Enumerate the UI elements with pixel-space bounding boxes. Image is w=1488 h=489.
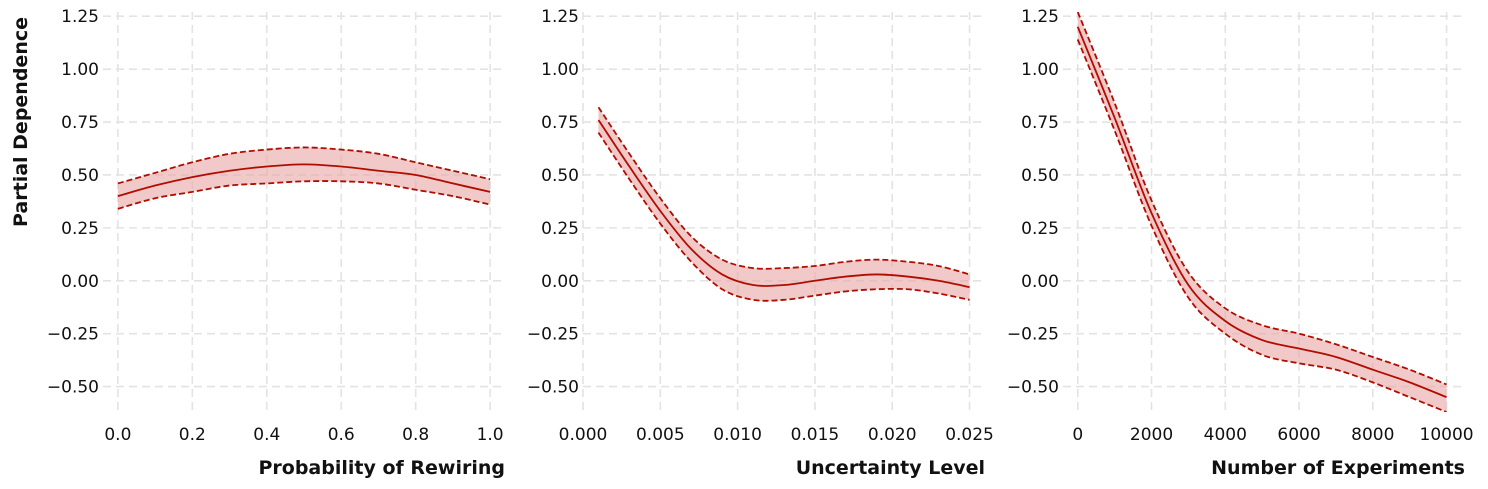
y-tick-label: 0.50 <box>61 166 99 186</box>
x-tick-label: 6000 <box>1277 425 1320 445</box>
mean-line <box>597 119 970 289</box>
y-tick-label: 0.00 <box>1021 272 1059 292</box>
panel-experiments: 0 2000 4000 6000 8000 10000 −0.50 −0.25 0.00 0.25… <box>1007 7 1474 479</box>
y-tick-label: 0.00 <box>61 272 99 292</box>
confidence-band <box>1077 12 1447 412</box>
mean-line <box>1076 26 1447 399</box>
x-tick-label: 0.000 <box>559 425 608 445</box>
y-tick-label: 0.50 <box>1021 166 1059 186</box>
x-tick-label: 0.8 <box>402 425 429 445</box>
upper-bound-line <box>597 106 970 276</box>
x-tick-label: 0.2 <box>179 425 206 445</box>
x-tick-label: 0.015 <box>791 425 840 445</box>
y-tick-label: 0.25 <box>1021 219 1059 239</box>
panel-uncertainty: 0.000 0.005 0.010 0.015 0.020 0.025 −0.50 −0.25… <box>527 7 994 479</box>
y-tick-label: −0.25 <box>527 325 579 345</box>
y-tick-label: 0.75 <box>541 113 579 133</box>
y-tick-label: 0.50 <box>541 166 579 186</box>
y-tick-label: 1.00 <box>61 60 99 80</box>
upper-bound-line <box>117 146 491 185</box>
y-tick-label: −0.50 <box>47 378 99 398</box>
x-tick-label: 4000 <box>1204 425 1247 445</box>
y-tick-label: 0.75 <box>1021 113 1059 133</box>
x-tick-label: 0.020 <box>868 425 917 445</box>
y-tick-label: −0.25 <box>47 325 99 345</box>
x-tick-label: 8000 <box>1351 425 1394 445</box>
x-tick-label: 0.025 <box>945 425 994 445</box>
y-tick-label: 0.00 <box>541 272 579 292</box>
confidence-band <box>117 147 491 209</box>
x-tick-label: 10000 <box>1420 425 1474 445</box>
y-tick-label: 0.25 <box>61 219 99 239</box>
upper-bound-line <box>1076 12 1447 386</box>
lower-bound-line <box>117 180 491 210</box>
confidence-band <box>598 107 970 301</box>
y-tick-label: 1.25 <box>61 7 99 27</box>
y-tick-label: −0.50 <box>1007 378 1059 398</box>
lower-bound-line <box>1076 39 1447 412</box>
y-tick-label: 0.25 <box>541 219 579 239</box>
x-tick-label: 1.0 <box>477 425 504 445</box>
mean-line <box>117 163 491 197</box>
x-tick-label: 2000 <box>1130 425 1173 445</box>
x-axis-title: Number of Experiments <box>1211 457 1465 479</box>
x-tick-label: 0.010 <box>713 425 762 445</box>
y-tick-label: 0.75 <box>61 113 99 133</box>
y-tick-label: 1.00 <box>1021 60 1059 80</box>
x-tick-label: 0.005 <box>636 425 685 445</box>
x-tick-label: 0.6 <box>328 425 355 445</box>
y-axis-title: Partial Dependence <box>10 17 32 227</box>
x-axis-title: Probability of Rewiring <box>258 457 505 479</box>
x-axis-title: Uncertainty Level <box>796 457 985 479</box>
x-tick-label: 0.0 <box>104 425 131 445</box>
panel-rewiring: 0.0 0.2 0.4 0.6 0.8 1.0 −0.50 −0.25 0.00 0.25 0.50… <box>47 7 505 479</box>
y-tick-label: 1.25 <box>1021 7 1059 27</box>
y-tick-label: −0.50 <box>527 378 579 398</box>
y-tick-label: 1.25 <box>541 7 579 27</box>
x-tick-label: 0 <box>1072 425 1083 445</box>
y-tick-label: −0.25 <box>1007 325 1059 345</box>
x-tick-label: 0.4 <box>253 425 280 445</box>
y-tick-label: 1.00 <box>541 60 579 80</box>
lower-bound-line <box>597 132 970 302</box>
